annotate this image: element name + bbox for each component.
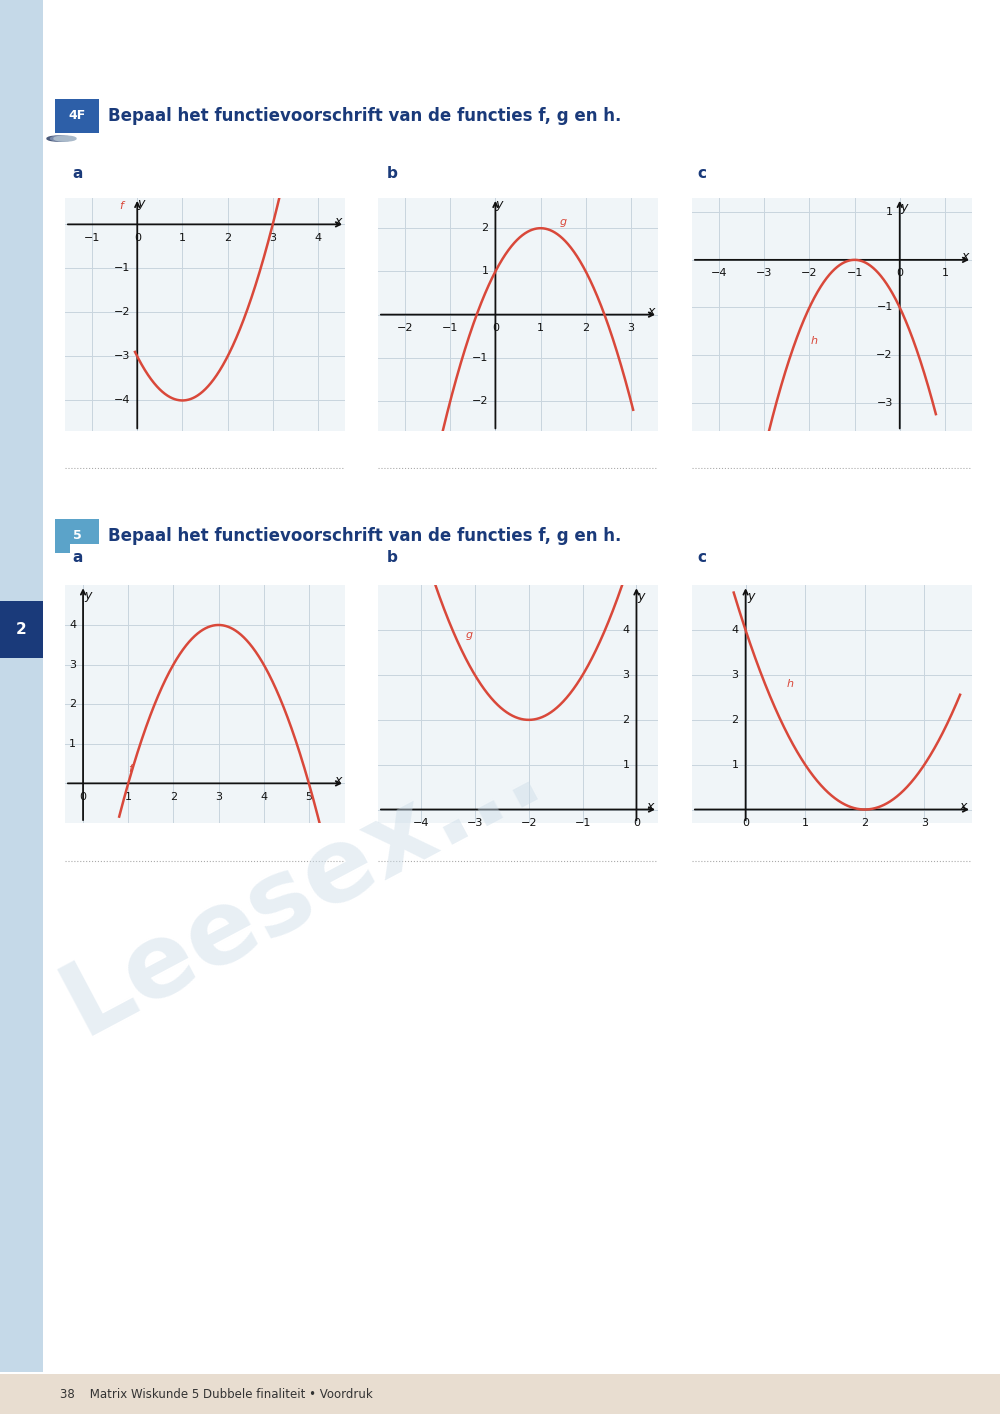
Text: c: c: [697, 550, 706, 564]
Text: y: y: [84, 588, 91, 602]
Text: a: a: [72, 550, 82, 564]
Text: 1: 1: [802, 817, 809, 827]
Text: −4: −4: [114, 396, 130, 406]
Text: h: h: [787, 679, 794, 689]
Text: −1: −1: [472, 354, 488, 363]
Text: f: f: [129, 765, 132, 775]
Text: −1: −1: [84, 232, 100, 243]
Text: g: g: [560, 216, 567, 226]
Text: −3: −3: [756, 269, 772, 279]
Text: 1: 1: [125, 792, 132, 802]
Text: 2: 2: [582, 322, 589, 332]
Text: 38    Matrix Wiskunde 5 Dubbele finaliteit • Voordruk: 38 Matrix Wiskunde 5 Dubbele finaliteit …: [60, 1387, 373, 1401]
Text: 2: 2: [481, 223, 488, 233]
Text: 4: 4: [260, 792, 267, 802]
Text: 2: 2: [224, 232, 231, 243]
Text: 3: 3: [269, 232, 276, 243]
Text: 2: 2: [170, 792, 177, 802]
Text: 0: 0: [633, 817, 640, 827]
Text: −1: −1: [114, 263, 130, 273]
Text: −2: −2: [397, 322, 413, 332]
Text: x: x: [962, 250, 969, 263]
Text: −2: −2: [876, 351, 893, 361]
Text: 3: 3: [622, 670, 629, 680]
Text: −2: −2: [521, 817, 537, 827]
Text: Bepaal het functievoorschrift van de functies f, g en h.: Bepaal het functievoorschrift van de fun…: [108, 107, 621, 124]
Text: −3: −3: [114, 352, 130, 362]
Text: −2: −2: [114, 307, 130, 317]
Text: 4: 4: [314, 232, 321, 243]
Text: −1: −1: [876, 303, 893, 312]
Text: 1: 1: [941, 269, 948, 279]
Text: 3: 3: [921, 817, 928, 827]
Text: 5: 5: [305, 792, 312, 802]
Text: −2: −2: [472, 396, 488, 406]
Text: x: x: [959, 800, 967, 813]
Text: h: h: [810, 335, 817, 346]
Text: c: c: [697, 167, 706, 181]
Text: 0: 0: [742, 817, 749, 827]
Text: b: b: [387, 167, 398, 181]
Text: x: x: [335, 773, 342, 788]
Text: y: y: [137, 197, 145, 209]
Text: 0: 0: [896, 269, 903, 279]
Text: 1: 1: [69, 738, 76, 749]
Text: y: y: [747, 590, 755, 604]
Text: −4: −4: [413, 817, 429, 827]
Text: 1: 1: [481, 266, 488, 276]
Text: 2: 2: [731, 715, 739, 725]
Text: 4: 4: [69, 619, 76, 631]
Text: 1: 1: [179, 232, 186, 243]
Text: −2: −2: [801, 269, 818, 279]
Text: 4: 4: [731, 625, 739, 635]
Text: 3: 3: [69, 659, 76, 670]
Text: x: x: [646, 800, 654, 813]
Circle shape: [54, 136, 76, 141]
Text: x: x: [335, 215, 342, 228]
Text: 5: 5: [73, 529, 81, 543]
Text: 1: 1: [732, 759, 739, 769]
Text: 3: 3: [732, 670, 739, 680]
Text: Leesex...: Leesex...: [46, 720, 558, 1056]
Text: b: b: [387, 550, 398, 564]
Text: 0: 0: [134, 232, 141, 243]
Text: Bepaal het functievoorschrift van de functies f, g en h.: Bepaal het functievoorschrift van de fun…: [108, 527, 621, 544]
Text: x: x: [648, 305, 655, 318]
Text: 2: 2: [622, 715, 629, 725]
Text: 3: 3: [215, 792, 222, 802]
Text: −1: −1: [574, 817, 591, 827]
Text: 4F: 4F: [68, 109, 86, 123]
Text: 2: 2: [16, 622, 27, 636]
Text: 3: 3: [627, 322, 634, 332]
Text: 1: 1: [886, 208, 893, 218]
Text: a: a: [72, 167, 82, 181]
Text: −3: −3: [876, 397, 893, 407]
Text: g: g: [466, 629, 473, 639]
Text: f: f: [120, 201, 123, 211]
Circle shape: [50, 136, 72, 141]
Text: 0: 0: [80, 792, 87, 802]
Text: 2: 2: [861, 817, 868, 827]
Text: 4: 4: [622, 625, 629, 635]
Circle shape: [47, 136, 69, 141]
Text: 2: 2: [69, 699, 76, 710]
Text: −4: −4: [711, 269, 727, 279]
Text: −1: −1: [846, 269, 863, 279]
Text: 1: 1: [622, 759, 629, 769]
Text: −1: −1: [442, 322, 458, 332]
Text: 0: 0: [492, 322, 499, 332]
Text: −3: −3: [467, 817, 483, 827]
Text: 1: 1: [537, 322, 544, 332]
Text: y: y: [638, 590, 645, 604]
Text: y: y: [496, 198, 503, 211]
Text: y: y: [900, 201, 907, 214]
